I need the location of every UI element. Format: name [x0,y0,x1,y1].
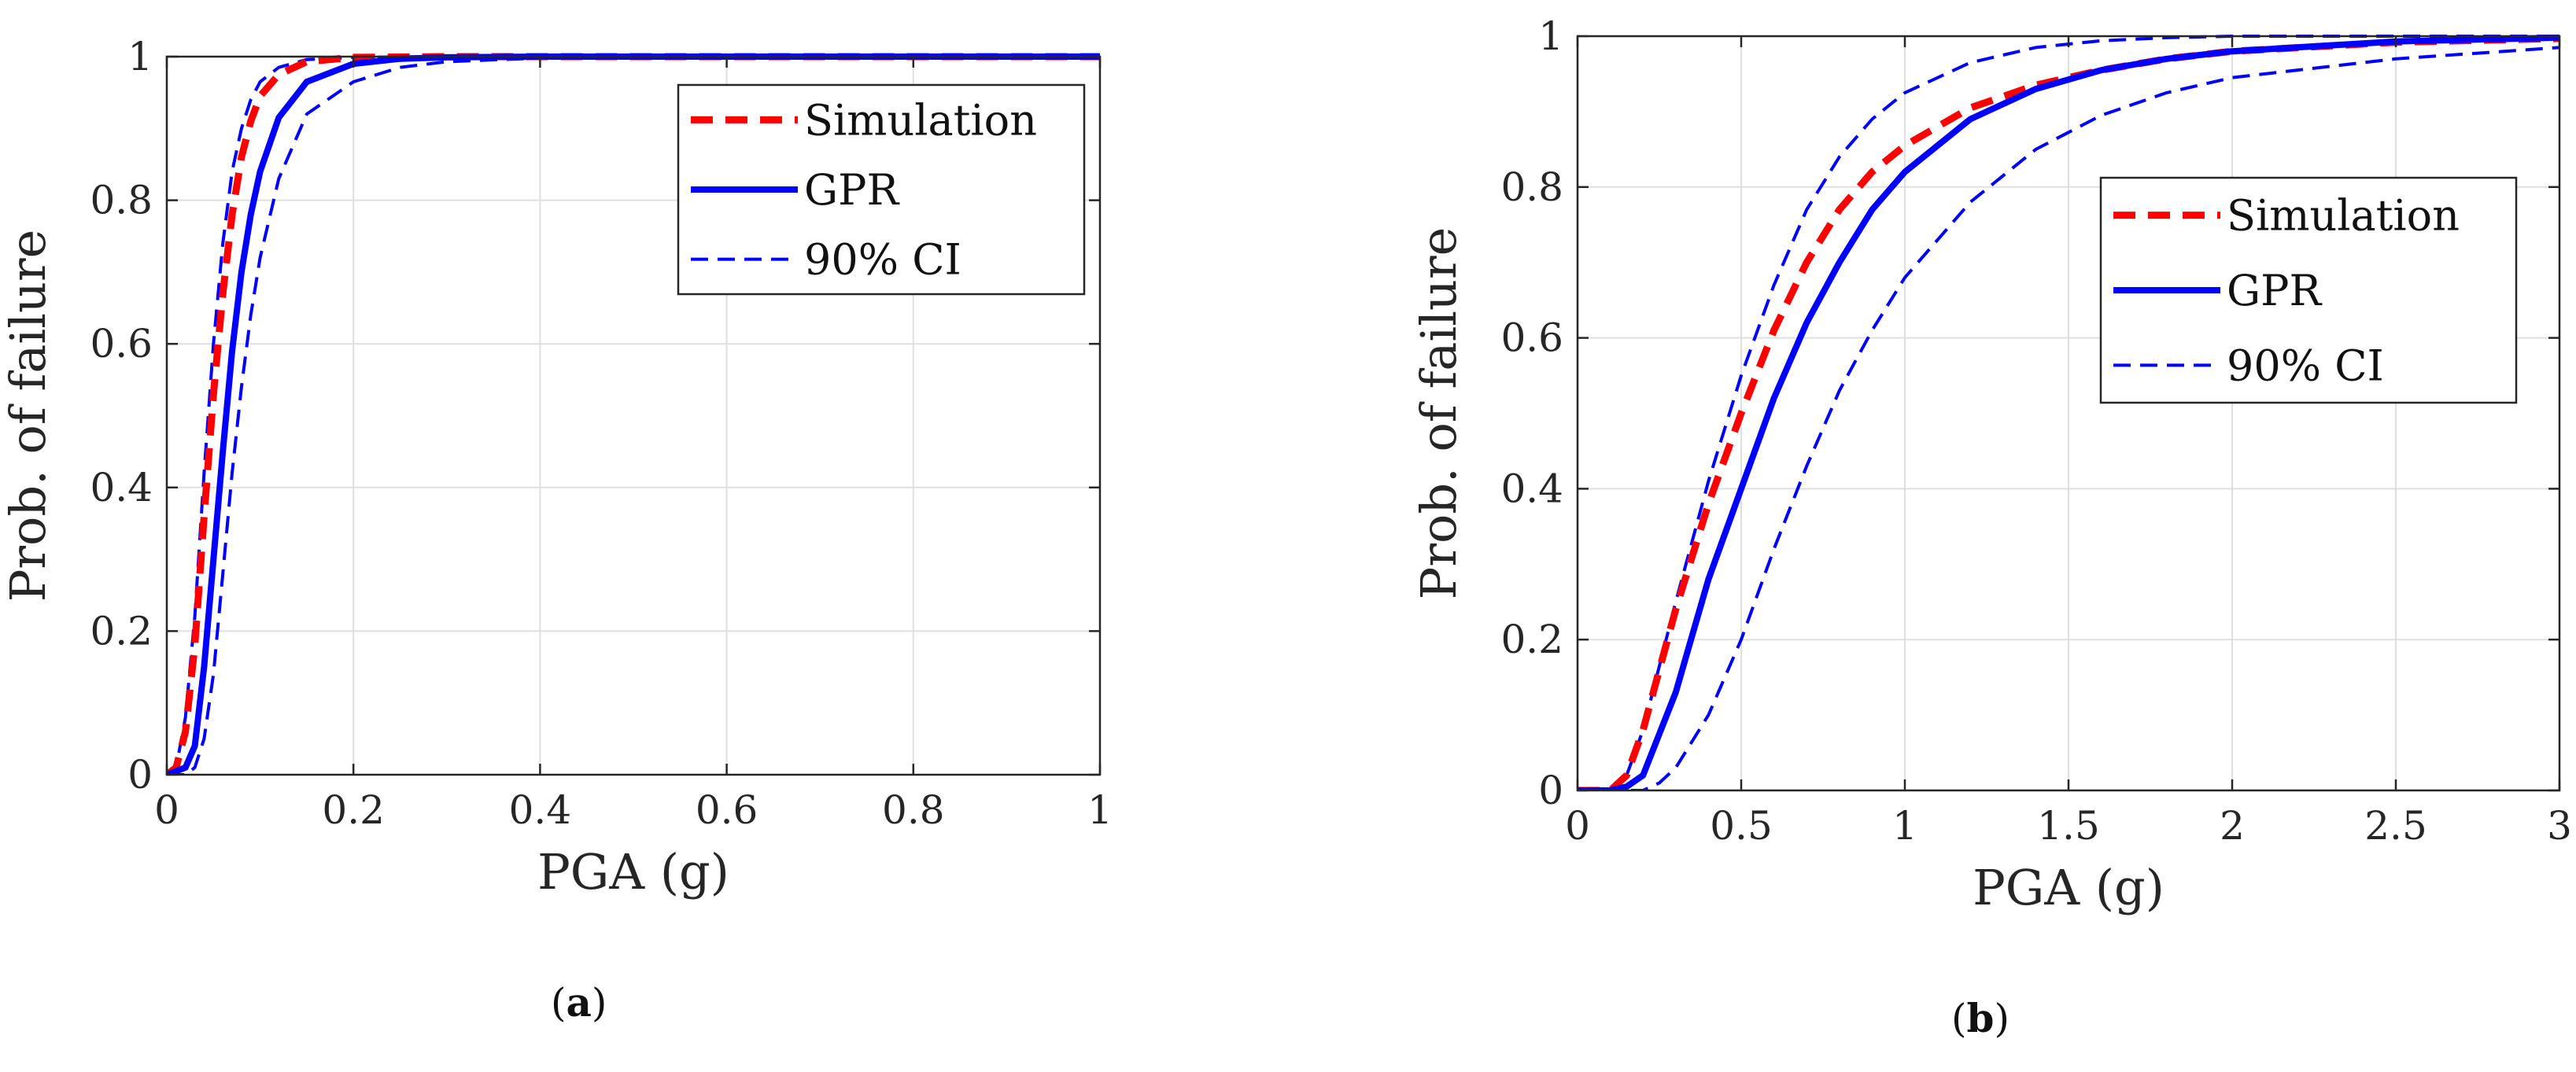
y-axis-label: Prob. of failure [0,230,57,602]
caption-b-letter: b [1966,995,1995,1041]
y-tick-label: 0 [127,752,153,798]
x-tick-label: 0.5 [1710,803,1773,849]
legend: Simulation GPR 90% CI [677,83,1086,296]
axes-box [165,55,1102,776]
series-line-gpr [1578,34,2559,790]
y-tick-label: 0.8 [90,178,153,223]
x-tick-label: 2.5 [2364,803,2427,849]
x-tick-label: 0 [154,787,179,833]
y-tick-label: 0.4 [90,465,153,510]
caption-b: (b) [1951,995,2010,1041]
y-tick-label: 0.2 [1500,617,1563,662]
y-tick-label: 0.8 [1500,164,1563,210]
caption-a: (a) [551,979,607,1026]
y-tick-label: 1 [127,34,153,79]
series-line-90-ci [1578,35,2559,790]
x-tick-label: 0 [1565,803,1590,849]
legend-label: 90% CI [804,235,961,285]
legend-label: 90% CI [2227,341,2384,390]
legend-label: GPR [804,165,899,215]
x-axis-label: PGA (g) [1973,859,2165,916]
x-axis-label: PGA (g) [537,843,729,901]
legend: Simulation GPR 90% CI [2099,176,2518,404]
legend-label: Simulation [2227,191,2460,241]
x-tick-label: 1 [1892,803,1917,849]
y-tick-label: 0.6 [1500,315,1563,361]
x-tick-label: 1 [1087,787,1113,833]
y-tick-label: 0 [1538,768,1563,813]
series-line-90-ci-lower [167,55,1100,775]
x-tick-label: 2 [2220,803,2245,849]
y-axis-label: Prob. of failure [1410,227,1467,600]
y-tick-label: 1 [1538,13,1563,59]
x-tick-label: 0.8 [882,787,945,833]
x-tick-label: 0.4 [509,787,572,833]
chart-b: 0 0.5 1 1.5 2 2.5 3 0 0.2 0.4 0.6 0.8 1 PGA (g) Prob. … [1410,13,2572,916]
legend-label: Simulation [804,95,1037,145]
series-line-simulation [1578,35,2559,790]
series-line-simulation [167,53,1100,775]
x-tick-label: 0.6 [696,787,758,833]
series-line-90-ci-lower [1578,46,2559,790]
x-tick-label: 0.2 [322,787,385,833]
y-tick-label: 0.6 [90,321,153,367]
y-tick-label: 0.4 [1500,466,1563,511]
x-tick-label: 3 [2547,803,2572,849]
legend-label: GPR [2227,266,2322,315]
chart-a: 0 0.2 0.4 0.6 0.8 1 0 0.2 0.4 0.6 0.8 1 PGA (g) Prob.… [0,34,1113,901]
caption-a-letter: a [566,979,592,1026]
y-tick-label: 0.2 [90,608,153,654]
x-tick-label: 1.5 [2037,803,2100,849]
